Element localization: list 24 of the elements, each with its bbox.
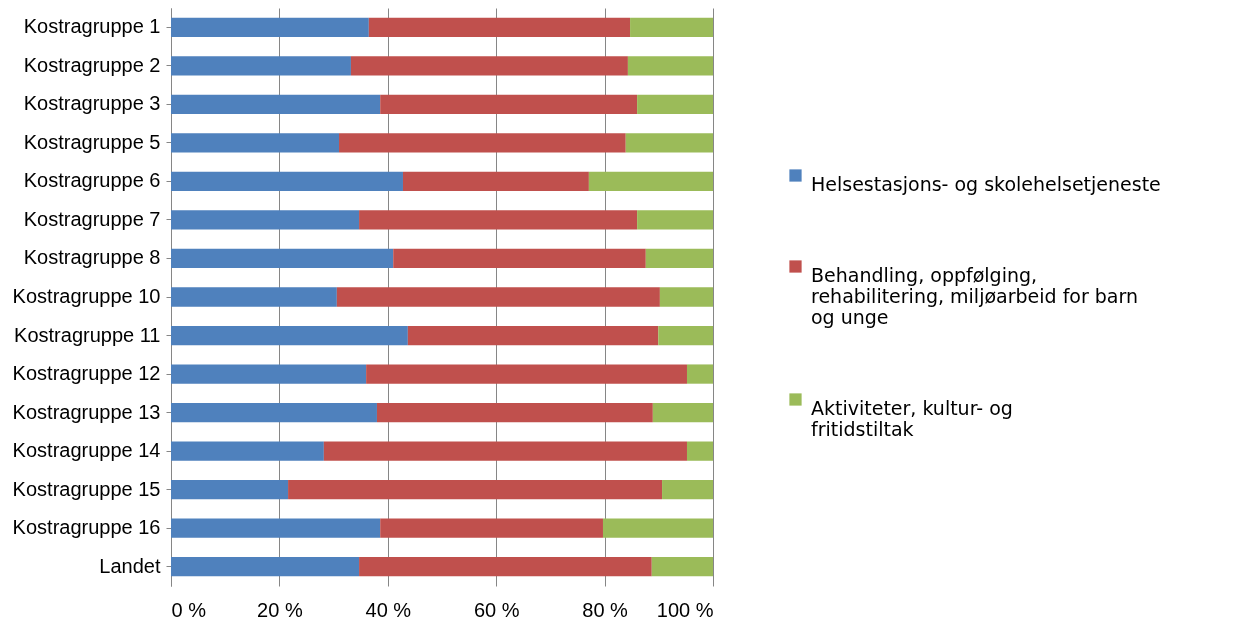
y-tick-label: Kostragruppe 12 (12, 362, 161, 385)
y-tick-label: Kostragruppe 8 (23, 246, 161, 269)
legend-label: Behandling, oppfølging, rehabilitering, miljøarbeid for barn og unge (811, 263, 1139, 328)
x-tick-label: 80 % (582, 598, 629, 621)
y-tick-label: Kostragruppe 2 (23, 53, 161, 76)
y-tick-label: Kostragruppe 11 (14, 323, 161, 346)
y-tick-label: Kostragruppe 14 (12, 439, 161, 462)
y-tick-label: Kostragruppe 7 (23, 207, 161, 230)
y-tick-label: Landet (99, 554, 161, 577)
x-tick-label: 20 % (257, 598, 303, 621)
y-tick-label: Kostragruppe 1 (23, 15, 161, 38)
x-tick-label: 60 % (473, 598, 520, 621)
y-tick-label: Kostragruppe 15 (12, 477, 161, 500)
legend-label: Helsestasjons- og skolehelsetjeneste (811, 172, 1161, 195)
y-tick-label: Kostragruppe 5 (23, 130, 161, 153)
x-tick-label: 0 % (171, 598, 207, 621)
legend-label: Aktiviteter, kultur- og fritidstiltak (811, 396, 1013, 440)
y-tick-label: Kostragruppe 16 (12, 516, 161, 539)
x-tick-label: 40 % (365, 598, 412, 621)
y-tick-label: Kostragruppe 3 (23, 92, 161, 115)
y-tick-label: Kostragruppe 10 (12, 285, 161, 307)
x-tick-label: 100 % (656, 598, 714, 621)
y-tick-label: Kostragruppe 13 (12, 400, 161, 423)
y-tick-label: Kostragruppe 6 (23, 169, 161, 192)
